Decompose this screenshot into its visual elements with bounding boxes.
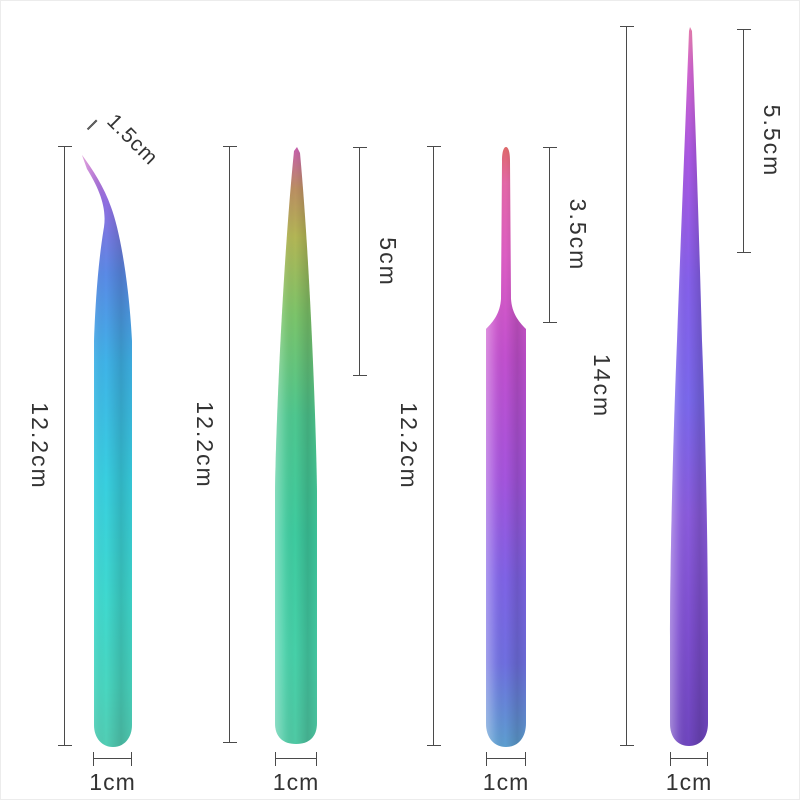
dimension-t4-length-label: 14cm — [589, 353, 615, 419]
tweezer-2-straight-shape — [275, 147, 317, 744]
dimension-t1-length-label: 12.2cm — [27, 402, 53, 490]
dimension-t1-width-label: 1cm — [89, 769, 136, 795]
dimension-t4-length: 14cm — [589, 26, 634, 746]
dimension-t3-tip-label: 3.5cm — [565, 198, 591, 272]
dimension-t4-tip-label: 5.5cm — [759, 104, 785, 178]
tweezer-4-taper-shape — [670, 27, 708, 746]
dimension-t3-length: 12.2cm — [396, 146, 441, 746]
dimension-t2-tip-label: 5cm — [375, 236, 401, 287]
dimension-t2-width: 1cm — [273, 752, 318, 795]
tweezer-3-needle-shape — [486, 147, 526, 747]
dimension-t4-tip: 5.5cm — [737, 29, 785, 253]
dimension-t4-width-label: 1cm — [665, 769, 713, 795]
dimension-t4-width: 1cm — [666, 752, 711, 795]
dimension-t1-length: 12.2cm — [27, 146, 72, 746]
dimension-t3-width-label: 1cm — [482, 769, 530, 795]
dimension-t1-width: 1cm — [89, 752, 135, 795]
tweezer-1-curved-shape — [82, 155, 132, 747]
dimension-t3-length-label: 12.2cm — [396, 402, 422, 490]
dimension-t2-length: 12.2cm — [192, 146, 237, 743]
dimension-t3-tip: 3.5cm — [543, 147, 591, 323]
dimension-t3-width: 1cm — [483, 752, 528, 795]
dimension-t2-width-label: 1cm — [272, 769, 320, 795]
dimension-t2-length-label: 12.2cm — [192, 400, 218, 489]
dimension-t2-tip: 5cm — [353, 147, 401, 376]
